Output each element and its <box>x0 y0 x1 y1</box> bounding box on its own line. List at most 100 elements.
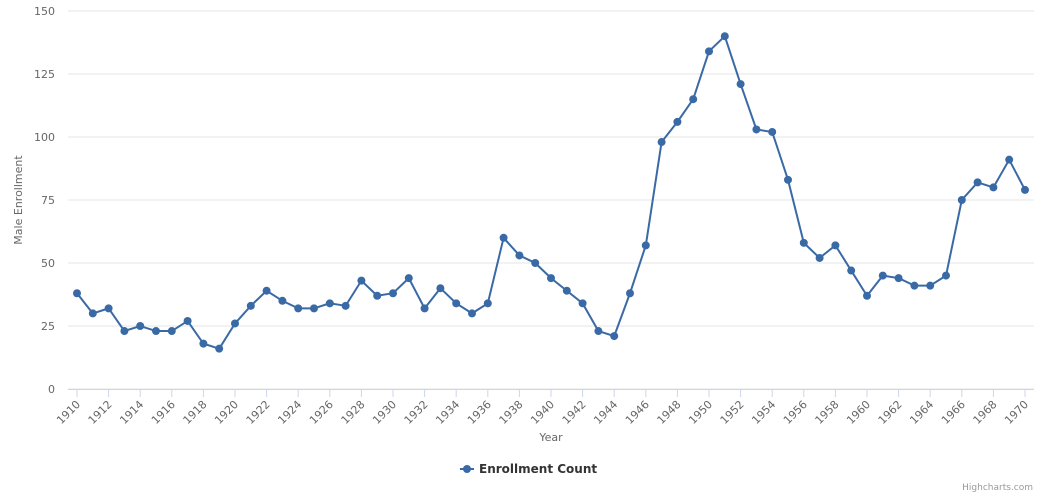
x-tick-label: 1966 <box>939 398 968 427</box>
point <box>736 80 745 89</box>
x-tick-label: 1918 <box>181 398 210 427</box>
point <box>420 304 429 313</box>
point <box>641 241 650 250</box>
point <box>199 339 208 348</box>
point <box>215 344 224 353</box>
point <box>594 327 603 336</box>
point <box>278 296 287 305</box>
point <box>136 322 145 330</box>
point <box>88 309 97 318</box>
x-tick-label: 1940 <box>528 398 557 427</box>
x-tick-label: 1910 <box>54 398 83 427</box>
x-tick-label: 1958 <box>813 398 842 427</box>
point <box>436 284 445 293</box>
point <box>799 238 808 247</box>
x-tick-label: 1928 <box>339 398 368 427</box>
point <box>310 304 318 313</box>
point <box>942 271 950 280</box>
point <box>167 327 176 336</box>
point <box>183 316 192 325</box>
point <box>863 291 871 300</box>
x-tick-label: 1926 <box>307 398 336 427</box>
x-axis-title: Year <box>538 431 563 444</box>
point <box>831 241 840 250</box>
point <box>910 281 919 290</box>
point <box>547 274 555 283</box>
credits[interactable]: Highcharts.com <box>962 483 1033 493</box>
point <box>104 304 113 313</box>
y-tick-label: 50 <box>41 257 55 270</box>
x-tick-label: 1936 <box>465 398 494 427</box>
point <box>294 304 303 313</box>
x-tick-label: 1944 <box>591 398 620 427</box>
point <box>562 286 571 295</box>
point <box>1021 185 1029 194</box>
x-tick-label: 1922 <box>244 398 273 427</box>
x-tick-label: 1948 <box>655 398 684 427</box>
point <box>152 327 160 336</box>
point <box>847 266 856 275</box>
y-axis-title: Male Enrollment <box>12 155 25 245</box>
point <box>120 327 129 336</box>
series-line <box>76 34 1026 350</box>
x-tick-label: 1960 <box>844 398 873 427</box>
point <box>705 47 713 56</box>
point <box>73 289 81 298</box>
point <box>531 259 540 267</box>
point <box>452 299 461 308</box>
point <box>231 319 239 328</box>
x-tick-label: 1950 <box>686 398 715 427</box>
x-tick-label: 1914 <box>117 398 146 427</box>
point <box>626 289 634 298</box>
y-tick-label: 100 <box>34 131 55 144</box>
y-tick-label: 25 <box>41 320 55 333</box>
point <box>815 253 824 262</box>
point <box>673 117 682 126</box>
point <box>784 175 792 184</box>
x-tick-label: 1930 <box>370 398 399 427</box>
point <box>515 251 524 260</box>
point <box>989 183 998 192</box>
point <box>657 138 666 147</box>
x-tick-label: 1942 <box>560 398 589 427</box>
point <box>878 271 887 280</box>
point <box>499 233 508 242</box>
y-tick-label: 150 <box>34 5 55 18</box>
point <box>1005 155 1014 164</box>
point <box>720 32 729 41</box>
point <box>341 301 350 310</box>
point <box>262 286 271 295</box>
x-tick-label: 1970 <box>1002 398 1031 427</box>
point <box>926 281 935 290</box>
point <box>973 178 982 187</box>
point <box>483 299 492 308</box>
legend-label[interactable]: Enrollment Count <box>479 462 597 476</box>
point <box>389 289 397 298</box>
x-tick-label: 1962 <box>876 398 905 427</box>
point <box>894 274 903 283</box>
x-tick-label: 1954 <box>749 398 778 427</box>
point <box>468 309 476 318</box>
point <box>957 196 966 204</box>
point <box>325 299 334 308</box>
point <box>752 125 761 134</box>
y-tick-label: 125 <box>34 68 55 81</box>
point <box>689 95 698 104</box>
point <box>246 301 255 310</box>
point <box>357 276 366 285</box>
x-tick-label: 1956 <box>781 398 810 427</box>
x-tick-label: 1946 <box>623 398 652 427</box>
x-tick-label: 1964 <box>907 398 936 427</box>
x-tick-label: 1916 <box>149 398 178 427</box>
x-tick-label: 1952 <box>718 398 747 427</box>
x-tick-label: 1934 <box>433 398 462 427</box>
x-tick-label: 1932 <box>402 398 431 427</box>
point <box>404 274 413 283</box>
point <box>578 299 587 308</box>
y-tick-label: 75 <box>41 194 55 207</box>
point <box>373 291 382 300</box>
x-tick-label: 1912 <box>86 398 115 427</box>
x-tick-label: 1920 <box>212 398 241 427</box>
point <box>768 127 777 136</box>
